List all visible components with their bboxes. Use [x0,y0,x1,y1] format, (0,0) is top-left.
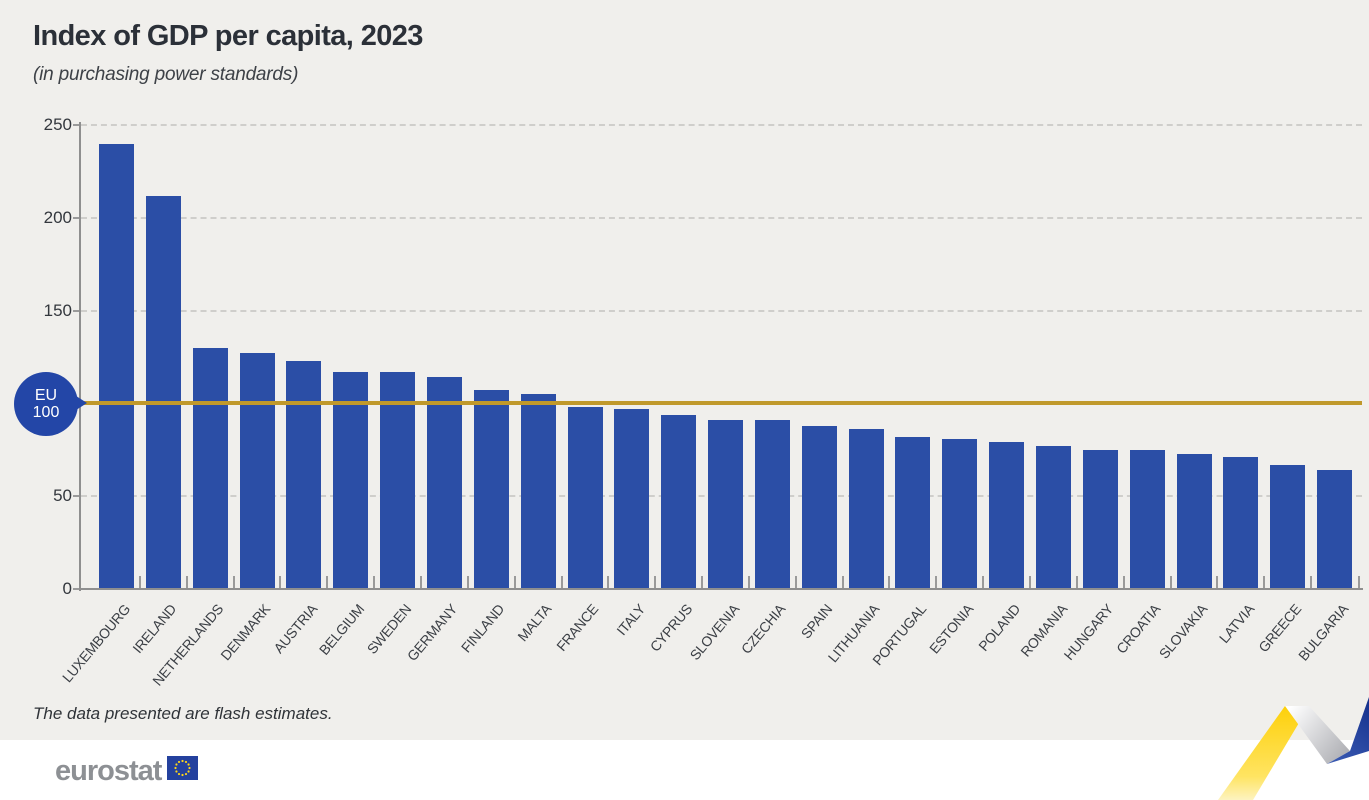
eurostat-logo: eurostat [55,755,199,787]
x-tick [982,576,985,589]
x-tick [1358,576,1361,589]
x-tick [747,576,750,589]
x-tick [373,576,376,589]
eu-badge-pointer [73,394,87,412]
x-tick [1075,576,1078,589]
y-tick-label-0: 0 [62,579,72,598]
bar-estonia [942,438,978,589]
y-axis-line [79,122,81,591]
bar-sweden [380,371,416,589]
x-tick [654,576,657,589]
x-tick [419,576,422,589]
bar-hungary [1082,449,1118,589]
x-tick [701,576,704,589]
eu-badge-line2: 100 [32,404,60,421]
gridline-200 [81,216,1362,219]
eu-100-badge: EU 100 [14,372,78,436]
bar-poland [989,442,1025,589]
x-tick [1263,576,1266,589]
x-tick [1029,576,1031,589]
x-label-estonia: ESTONIA [925,601,977,657]
y-tick-label-250: 250 [43,115,72,134]
bar-latvia [1223,457,1259,589]
x-label-belgium: BELGIUM [315,601,368,658]
x-label-poland: POLAND [974,601,1023,655]
page-title: Index of GDP per capita, 2023 [33,20,423,52]
y-tick-label-200: 200 [43,207,72,227]
x-tick [138,576,141,589]
bar-belgium [333,371,369,589]
x-tick [1122,576,1125,589]
bar-bulgaria [1317,470,1353,589]
x-label-cyprus: CYPRUS [646,601,695,655]
bar-slovakia [1176,453,1212,589]
gridline-250 [81,124,1362,126]
eu-flag-icon [167,756,199,780]
bar-croatia [1129,449,1165,589]
x-tick [185,576,188,589]
page-subtitle: (in purchasing power standards) [33,64,299,85]
bar-finland [473,390,509,589]
x-tick [232,576,235,589]
bar-lithuania [848,429,884,589]
bar-netherlands [192,347,228,589]
x-tick [466,576,469,589]
y-axis-tick-0 [73,588,79,590]
x-tick [560,576,563,589]
gridline-150 [81,309,1362,312]
footnote: The data presented are flash estimates. [33,704,333,723]
bar-ireland [145,195,181,589]
eu-average-reference-line [80,401,1362,405]
footer-strip [0,740,1369,800]
bar-greece [1270,464,1306,589]
bar-spain [801,425,837,589]
x-tick [1216,576,1219,589]
x-tick [326,576,329,589]
bar-malta [520,394,556,589]
x-tick [794,576,797,589]
bar-slovenia [708,420,744,589]
y-axis-tick-150 [73,309,79,312]
x-tick [279,576,282,589]
bar-germany [426,377,462,589]
x-tick [935,576,938,589]
x-tick [1169,576,1172,589]
x-tick [841,576,844,589]
eurostat-logo-text: eurostat [55,755,162,787]
y-tick-label-50: 50 [53,486,72,506]
y-tick-label-150: 150 [43,300,72,320]
eu-badge-line1: EU [34,387,58,404]
y-axis-tick-50 [73,495,79,498]
bar-cyprus [661,414,697,589]
bar-czechia [754,420,790,589]
bar-italy [614,408,650,589]
bar-austria [286,360,322,589]
x-tick [888,576,891,589]
x-tick [607,576,610,589]
bar-france [567,407,603,589]
trend-ribbon-decoration [1218,697,1369,800]
x-axis-line [79,588,1363,590]
bar-portugal [895,436,931,589]
bar-luxembourg [99,143,134,589]
bar-denmark [239,353,275,589]
x-tick [1310,576,1313,589]
x-tick [513,576,516,589]
bar-romania [1036,446,1071,589]
y-axis-tick-250 [73,124,79,126]
y-axis-tick-200 [73,216,79,219]
